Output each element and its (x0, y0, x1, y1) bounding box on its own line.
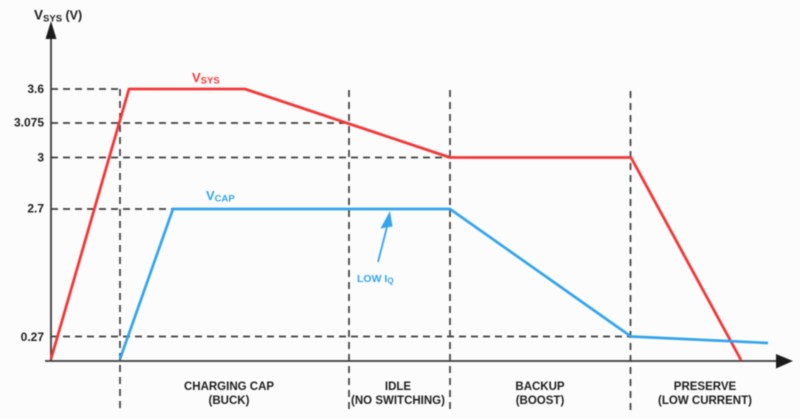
svg-text:(BUCK): (BUCK) (209, 395, 250, 407)
svg-text:(BOOST): (BOOST) (516, 395, 565, 407)
svg-text:3.075: 3.075 (14, 116, 44, 130)
svg-text:BACKUP: BACKUP (515, 381, 565, 393)
svg-text:3: 3 (37, 151, 44, 165)
svg-text:3.6: 3.6 (27, 82, 44, 96)
svg-text:LOW IQ: LOW IQ (357, 273, 394, 286)
svg-text:CHARGING CAP: CHARGING CAP (184, 381, 274, 393)
svg-text:PRESERVE: PRESERVE (674, 381, 737, 393)
svg-text:2.7: 2.7 (27, 202, 44, 216)
svg-text:0.27: 0.27 (21, 330, 45, 344)
svg-text:(LOW CURRENT): (LOW CURRENT) (658, 395, 752, 407)
svg-text:IDLE: IDLE (385, 381, 412, 393)
svg-text:(NO SWITCHING): (NO SWITCHING) (351, 395, 445, 407)
